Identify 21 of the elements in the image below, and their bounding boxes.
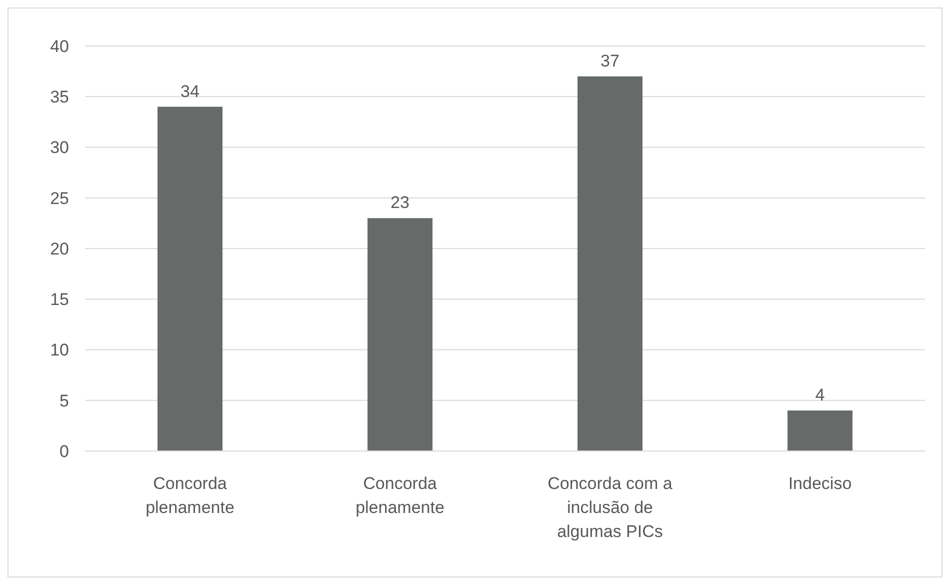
y-tick-label: 5	[60, 391, 69, 410]
x-tick-label: Concorda com a inclusão de algumas PICs	[548, 474, 673, 541]
y-tick-label: 0	[60, 442, 69, 461]
bar	[158, 106, 222, 451]
y-tick-label: 25	[50, 188, 69, 208]
bar	[368, 218, 432, 451]
y-tick-label: 35	[50, 88, 69, 107]
x-tick-label: Indeciso	[788, 474, 852, 493]
x-tick-label: Concorda plenamente	[356, 474, 444, 517]
y-tick-label: 15	[50, 290, 69, 310]
x-tick-label: Concorda plenamente	[146, 474, 234, 517]
data-label: 4	[815, 386, 825, 404]
y-tick-label: 30	[50, 138, 69, 158]
bar	[788, 410, 852, 451]
y-tick-label: 40	[50, 36, 69, 56]
data-label: 23	[390, 193, 410, 212]
y-tick-label: 10	[50, 340, 69, 360]
data-label: 37	[600, 51, 620, 70]
data-label: 34	[180, 82, 200, 101]
y-tick-label: 20	[50, 239, 69, 258]
bar	[578, 76, 642, 451]
